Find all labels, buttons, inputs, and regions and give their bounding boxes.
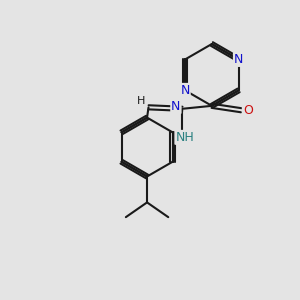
Text: O: O [243, 104, 253, 117]
Text: NH: NH [176, 131, 194, 144]
Text: N: N [171, 100, 181, 113]
Text: N: N [180, 84, 190, 97]
Text: N: N [234, 53, 243, 66]
Text: H: H [137, 96, 146, 106]
